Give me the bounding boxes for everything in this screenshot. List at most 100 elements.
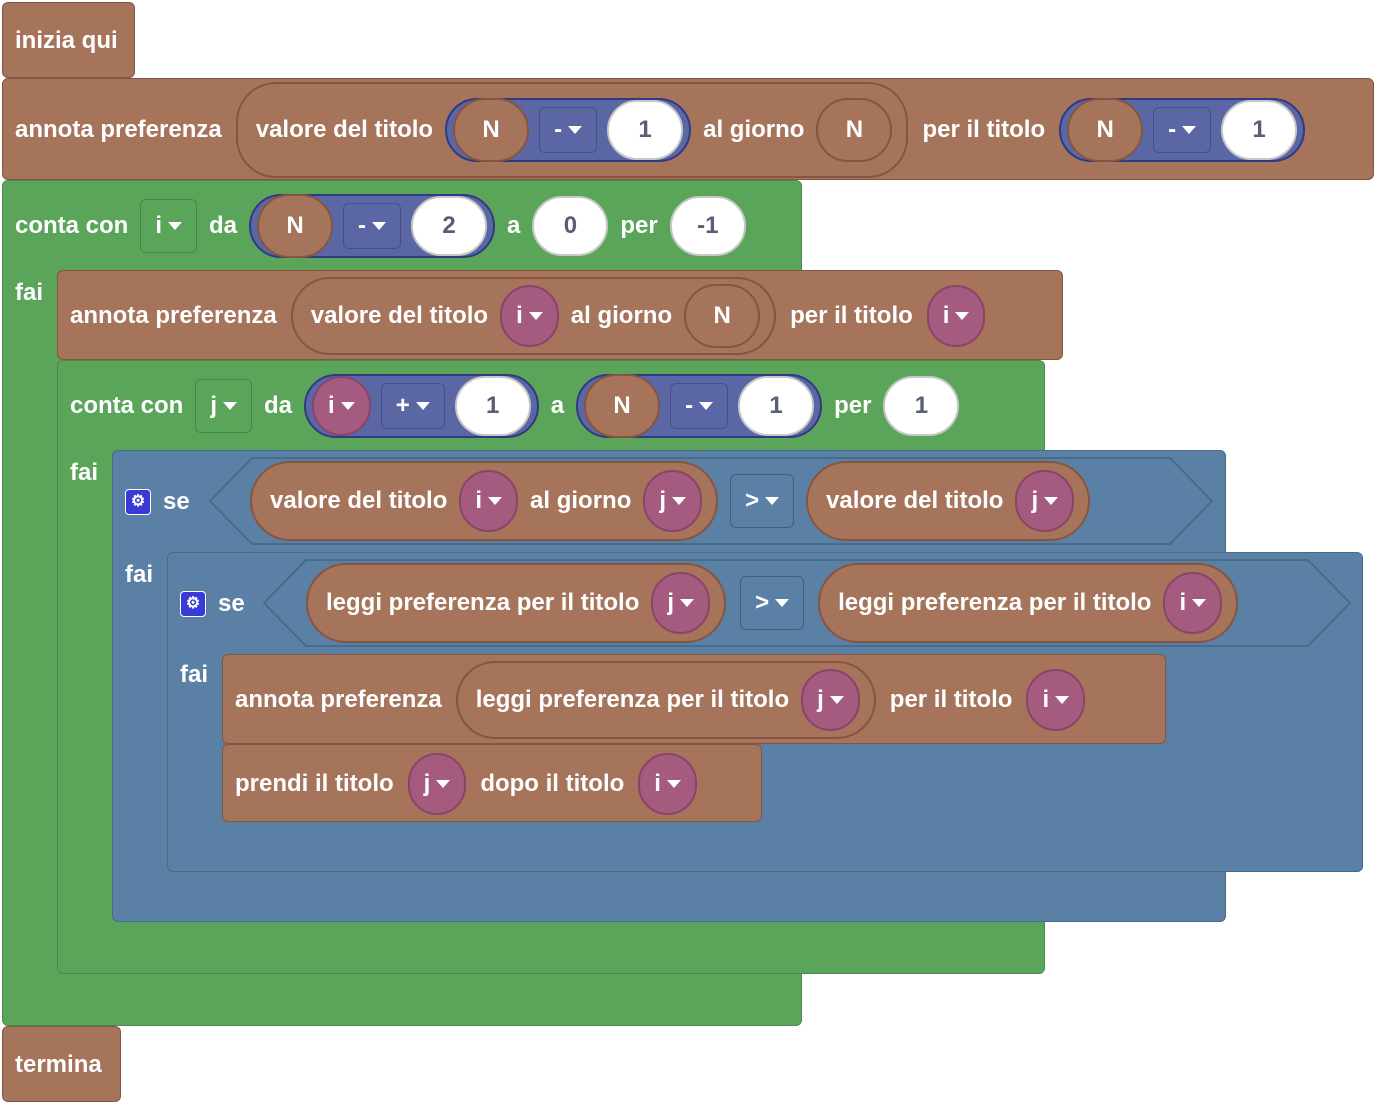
annota-preferenza-block-1[interactable]: annota preferenza valore del titolo N - … (2, 78, 1374, 180)
math-op-reporter[interactable]: N - 2 (249, 194, 496, 258)
operator-value: > (745, 487, 760, 514)
variable-i-dropdown[interactable]: i (312, 376, 371, 436)
operator-dropdown[interactable]: - (539, 107, 598, 153)
variable-value: i (1042, 686, 1050, 713)
variable-i-dropdown[interactable]: i (500, 285, 559, 347)
math-op-reporter[interactable]: N - 1 (1059, 98, 1306, 162)
prendi-label: prendi il titolo (235, 770, 394, 797)
operator-dropdown[interactable]: - (1153, 107, 1212, 153)
se-label: se (163, 488, 190, 515)
variable-j-dropdown[interactable]: j (407, 753, 467, 815)
operator-value: + (395, 392, 410, 419)
valore-del-titolo-reporter[interactable]: valore del titolo i al giorno N (290, 277, 777, 355)
variable-N[interactable]: N (257, 194, 334, 258)
fai-label: fai (125, 561, 154, 588)
fai-label: fai (180, 661, 209, 688)
gear-icon[interactable]: ⚙ (125, 489, 151, 515)
variable-i-dropdown[interactable]: i (459, 470, 519, 532)
variable-value: i (328, 392, 335, 419)
variable-N[interactable]: N (453, 98, 530, 162)
leggi-preferenza-reporter[interactable]: leggi preferenza per il titolo j (306, 563, 727, 643)
number-field[interactable]: 1 (607, 100, 684, 160)
variable-N[interactable]: N (816, 98, 893, 162)
annota-label: annota preferenza (70, 302, 277, 329)
annota-label: annota preferenza (235, 686, 442, 713)
variable-j-dropdown[interactable]: j (801, 669, 860, 731)
al-giorno-label: al giorno (570, 302, 673, 329)
number-field[interactable]: 2 (411, 196, 488, 256)
comparison-operator-dropdown[interactable]: > (740, 576, 805, 630)
prendi-titolo-block[interactable]: prendi il titolo j dopo il titolo i (222, 744, 762, 822)
operator-value: - (554, 116, 563, 143)
operator-dropdown[interactable]: - (343, 203, 402, 249)
valore-del-titolo-reporter[interactable]: valore del titolo i al giorno j (250, 461, 719, 541)
variable-value: j (1031, 487, 1039, 514)
chevron-down-icon (1192, 599, 1207, 607)
condition-comparison-2[interactable]: leggi preferenza per il titolo j > leggi… (262, 558, 1352, 648)
chevron-down-icon (1055, 696, 1070, 704)
loop-variable-dropdown[interactable]: j (195, 379, 253, 433)
variable-value: i (1179, 589, 1187, 616)
to-number-field[interactable]: 0 (532, 196, 609, 256)
variable-value: i (516, 302, 523, 329)
number-field[interactable]: 1 (738, 376, 815, 436)
number-field[interactable]: 1 (454, 376, 531, 436)
da-label: da (264, 392, 293, 419)
per-il-titolo-label: per il titolo (790, 302, 913, 329)
start-block[interactable]: inizia qui (2, 2, 135, 78)
chevron-down-icon (680, 599, 695, 607)
variable-value: j (659, 487, 667, 514)
chevron-down-icon (955, 312, 970, 320)
variable-i-dropdown[interactable]: i (1163, 572, 1223, 634)
valore-del-titolo-reporter[interactable]: valore del titolo N - 1 al giorno N (235, 82, 909, 178)
leggi-preferenza-label: leggi preferenza per il titolo (475, 686, 790, 713)
conta-con-label: conta con (70, 392, 184, 419)
chevron-down-icon (775, 599, 790, 607)
valore-del-titolo-label: valore del titolo (310, 302, 489, 329)
per-label: per (620, 212, 658, 239)
if-inner-footer (167, 822, 1363, 872)
variable-N[interactable]: N (584, 374, 661, 438)
variable-N[interactable]: N (684, 284, 761, 348)
variable-value: i (654, 770, 661, 797)
comparison-operator-dropdown[interactable]: > (730, 474, 795, 528)
loop-variable-value: j (210, 392, 218, 419)
variable-N[interactable]: N (1067, 98, 1144, 162)
chevron-down-icon (672, 497, 687, 505)
variable-i-dropdown[interactable]: i (1026, 669, 1086, 731)
step-number-field[interactable]: 1 (883, 376, 960, 436)
fai-label: fai (15, 279, 44, 306)
condition-comparison-1[interactable]: valore del titolo i al giorno j > valore… (208, 456, 1214, 546)
variable-j-dropdown[interactable]: j (643, 470, 703, 532)
chevron-down-icon (765, 497, 780, 505)
leggi-preferenza-reporter[interactable]: leggi preferenza per il titolo i (818, 563, 1239, 643)
math-op-reporter[interactable]: N - 1 (445, 98, 692, 162)
chevron-down-icon (168, 222, 183, 230)
math-op-reporter[interactable]: N - 1 (576, 374, 823, 438)
loop-variable-dropdown[interactable]: i (140, 199, 198, 253)
operator-dropdown[interactable]: - (670, 383, 729, 429)
variable-i-dropdown[interactable]: i (638, 753, 697, 815)
variable-j-dropdown[interactable]: j (651, 572, 711, 634)
step-number-field[interactable]: -1 (669, 196, 746, 256)
variable-value: i (942, 302, 950, 329)
chevron-down-icon (488, 497, 503, 505)
annota-preferenza-block-3[interactable]: annota preferenza leggi preferenza per i… (222, 654, 1166, 744)
variable-j-dropdown[interactable]: j (1015, 470, 1075, 532)
valore-del-titolo-reporter[interactable]: valore del titolo j (806, 461, 1091, 541)
number-field[interactable]: 1 (1221, 100, 1298, 160)
annota-preferenza-block-2[interactable]: annota preferenza valore del titolo i al… (57, 270, 1063, 360)
leggi-preferenza-reporter[interactable]: leggi preferenza per il titolo j (455, 661, 876, 739)
chevron-down-icon (372, 222, 387, 230)
variable-value: j (817, 686, 824, 713)
fai-label: fai (70, 459, 99, 486)
chevron-down-icon (1182, 126, 1197, 134)
operator-dropdown[interactable]: + (380, 383, 445, 429)
gear-icon[interactable]: ⚙ (180, 591, 206, 617)
al-giorno-label: al giorno (703, 116, 805, 143)
end-block[interactable]: termina (2, 1026, 121, 1102)
variable-value: j (667, 589, 675, 616)
da-label: da (209, 212, 238, 239)
math-op-reporter[interactable]: i + 1 (304, 374, 539, 438)
variable-i-dropdown[interactable]: i (926, 285, 986, 347)
